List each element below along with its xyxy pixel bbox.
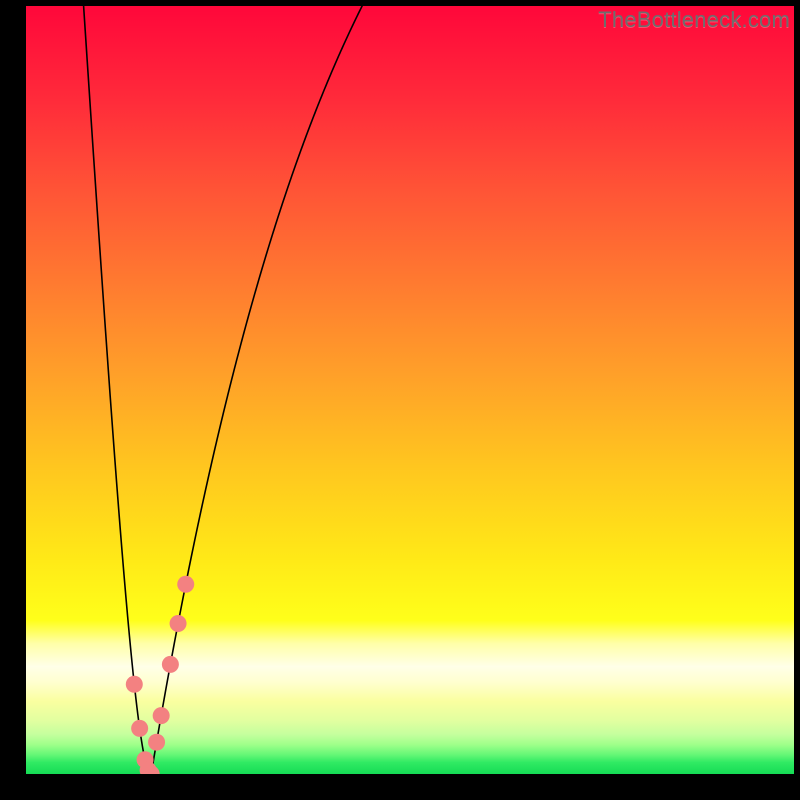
data-point <box>177 576 194 593</box>
chart-stage: TheBottleneck.com <box>0 0 800 800</box>
watermark-text: TheBottleneck.com <box>594 6 794 35</box>
data-point <box>162 656 179 673</box>
plot-area: TheBottleneck.com <box>26 6 794 774</box>
frame-right <box>794 0 800 800</box>
markers-layer <box>26 6 794 774</box>
data-point <box>153 707 170 724</box>
data-point <box>126 676 143 693</box>
data-point <box>170 615 187 632</box>
data-point <box>148 734 165 751</box>
frame-bottom <box>0 774 800 800</box>
frame-left <box>0 0 26 800</box>
data-point <box>131 720 148 737</box>
